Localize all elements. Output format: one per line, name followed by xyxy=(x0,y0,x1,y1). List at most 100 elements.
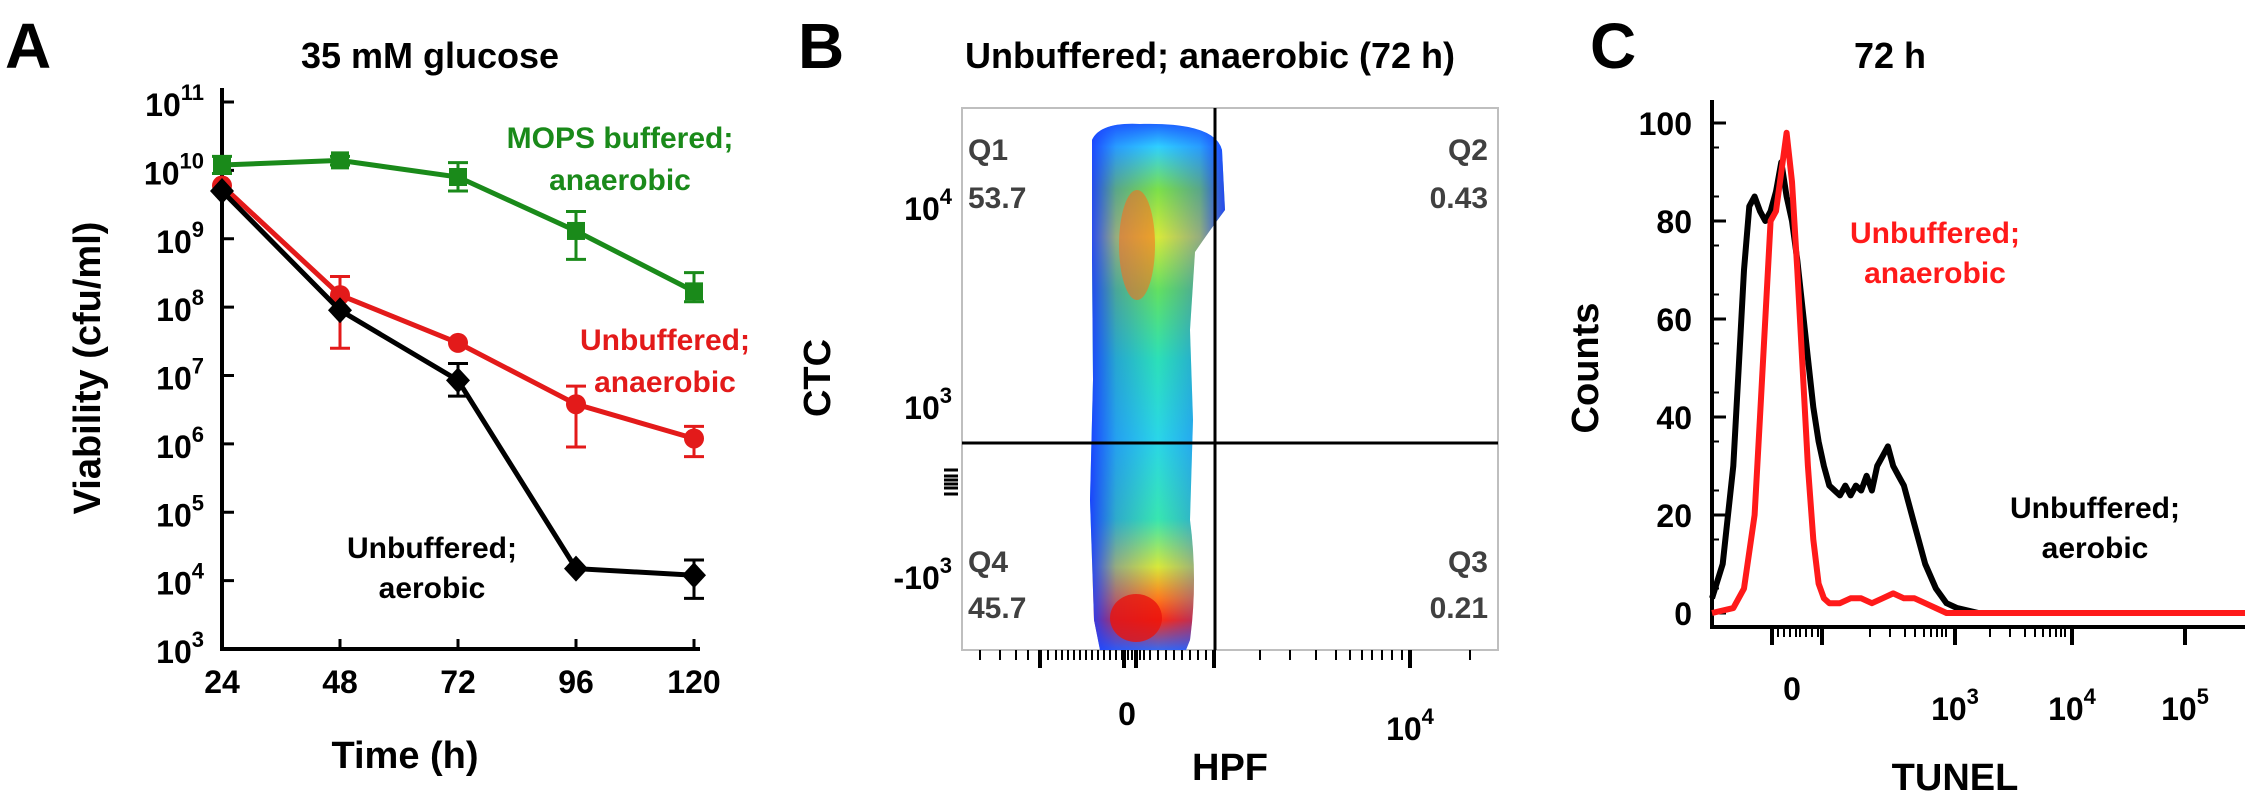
x-tick-label: 103 xyxy=(1931,684,1979,727)
panel-b-plot-frame xyxy=(961,107,1499,651)
panel-a-y-ticks: 103 104 105 106 107 108 109 1010 1011 xyxy=(144,80,234,670)
legend-unbuf-anaer-line2: anaerobic xyxy=(594,366,736,399)
data-point xyxy=(685,282,703,301)
y-tick-label: 20 xyxy=(1656,498,1692,534)
quadrant-q2-name: Q2 xyxy=(1448,134,1488,167)
data-point xyxy=(213,155,231,174)
panel-c-x-label: TUNEL xyxy=(1892,757,2019,799)
panel-c: C 72 h 0 20 40 60 80 100 0 103 104 105 TUNEL Cou… xyxy=(1565,10,2245,799)
y-tick-label: 107 xyxy=(156,354,204,397)
x-tick-label: 24 xyxy=(204,664,240,700)
quadrant-q3-value: 0.21 xyxy=(1430,592,1488,625)
panel-b-x-ticks: 0 104 xyxy=(1118,696,1435,747)
data-point xyxy=(567,221,585,240)
panel-b-title: Unbuffered; anaerobic (72 h) xyxy=(965,35,1455,76)
legend-mops-line1: MOPS buffered; xyxy=(507,122,734,155)
series-unbuffered-aerobic xyxy=(210,177,706,600)
panel-a-series xyxy=(210,151,706,600)
panel-c-title: 72 h xyxy=(1854,35,1926,76)
x-tick-label: 104 xyxy=(2048,684,2097,727)
panel-a: A 35 mM glucose 103 104 105 106 107 108 109 101… xyxy=(5,10,750,777)
y-tick-label: 100 xyxy=(1639,106,1692,142)
legend-mops-line2: anaerobic xyxy=(549,164,691,197)
y-tick-label: 0 xyxy=(1674,596,1692,632)
y-tick-label: 106 xyxy=(156,422,204,465)
panel-label-a: A xyxy=(5,10,51,82)
data-point xyxy=(446,367,470,394)
data-point xyxy=(566,394,586,415)
x-tick-label: 105 xyxy=(2161,684,2209,727)
x-tick-label: 120 xyxy=(667,664,720,700)
legend-c-aer-line1: Unbuffered; xyxy=(2010,492,2180,525)
y-tick-label: 104 xyxy=(156,559,205,602)
panel-c-series xyxy=(1709,129,2245,616)
y-tick-label: 103 xyxy=(904,383,952,426)
legend-label-unbuffered-anaerobic-a: Unbuffered; anaerobic xyxy=(580,324,750,399)
legend-unbuf-anaer-line1: Unbuffered; xyxy=(580,324,750,357)
y-tick-label: 60 xyxy=(1656,302,1692,338)
panel-label-c: C xyxy=(1590,10,1636,82)
y-tick-label: 104 xyxy=(904,184,953,227)
data-point xyxy=(331,151,349,170)
panel-c-y-label: Counts xyxy=(1565,303,1607,434)
histogram-unbuffered-anaerobic xyxy=(1711,129,2245,616)
x-tick-label: 104 xyxy=(1386,704,1435,747)
panel-a-y-label: Viability (cfu/ml) xyxy=(67,222,109,515)
y-tick-label: 103 xyxy=(156,627,204,670)
legend-c-anaer-line2: anaerobic xyxy=(1864,257,2006,290)
y-tick-label: 105 xyxy=(156,490,204,533)
data-point xyxy=(682,562,706,589)
x-tick-label: 48 xyxy=(322,664,358,700)
density-blob xyxy=(1090,123,1225,651)
x-tick-label: 72 xyxy=(440,664,476,700)
legend-unbuf-aer-line2: aerobic xyxy=(379,572,486,605)
x-tick-label: 96 xyxy=(558,664,594,700)
panel-label-b: B xyxy=(798,10,844,82)
panel-b-x-minor-ticks xyxy=(979,650,1471,668)
legend-c-anaer-line1: Unbuffered; xyxy=(1850,217,2020,250)
series-line-unbuffered-anaerobic xyxy=(220,183,695,441)
data-point xyxy=(330,285,350,306)
panel-b-y-label: CTC xyxy=(797,339,839,417)
y-tick-label: 80 xyxy=(1656,204,1692,240)
panel-a-title: 35 mM glucose xyxy=(301,35,559,76)
histogram-unbuffered-aerobic xyxy=(1709,159,2245,616)
panel-b: B Unbuffered; anaerobic (72 h) 104 103 -10… xyxy=(797,10,1499,789)
legend-c-aer-line2: aerobic xyxy=(2042,532,2149,565)
legend-label-mops-anaerobic: MOPS buffered; anaerobic xyxy=(507,122,734,197)
y-tick-label: 108 xyxy=(156,285,204,328)
series-unbuffered-anaerobic xyxy=(212,175,704,459)
data-point xyxy=(328,297,352,324)
data-point xyxy=(684,428,704,449)
panel-c-y-ticks: 0 20 40 60 80 100 xyxy=(1639,106,1726,632)
quadrant-q2-value: 0.43 xyxy=(1430,182,1488,215)
quadrant-q4-name: Q4 xyxy=(968,546,1008,579)
y-tick-label: 109 xyxy=(156,217,204,260)
panel-b-y-minor-ticks xyxy=(944,468,958,496)
panel-c-x-minor-ticks xyxy=(1770,627,2187,645)
data-point xyxy=(448,332,468,353)
panel-a-x-label: Time (h) xyxy=(331,735,478,777)
y-tick-label: 1011 xyxy=(145,80,204,123)
y-tick-label: 1010 xyxy=(144,148,204,191)
x-tick-label: 0 xyxy=(1118,696,1136,732)
legend-label-unbuffered-aerobic-a: Unbuffered; aerobic xyxy=(347,532,517,605)
x-tick-label: 0 xyxy=(1783,671,1801,707)
legend-label-unbuffered-anaerobic-c: Unbuffered; anaerobic xyxy=(1850,217,2020,290)
quadrant-q3-name: Q3 xyxy=(1448,546,1488,579)
panel-a-x-ticks: 24 48 72 96 120 xyxy=(204,639,721,700)
y-tick-label: 40 xyxy=(1656,400,1692,436)
quadrant-q1-value: 53.7 xyxy=(968,182,1026,215)
panel-c-x-ticks: 0 103 104 105 xyxy=(1783,671,2209,727)
legend-label-unbuffered-aerobic-c: Unbuffered; aerobic xyxy=(2010,492,2180,565)
data-point xyxy=(564,555,588,582)
data-point xyxy=(210,177,234,204)
data-point xyxy=(449,168,467,187)
series-mops-anaerobic xyxy=(212,151,704,304)
quadrant-q1-name: Q1 xyxy=(968,134,1008,167)
legend-unbuf-aer-line1: Unbuffered; xyxy=(347,532,517,565)
panel-b-x-label: HPF xyxy=(1192,747,1268,789)
quadrant-q4-value: 45.7 xyxy=(968,592,1026,625)
y-tick-label: -103 xyxy=(894,553,953,596)
